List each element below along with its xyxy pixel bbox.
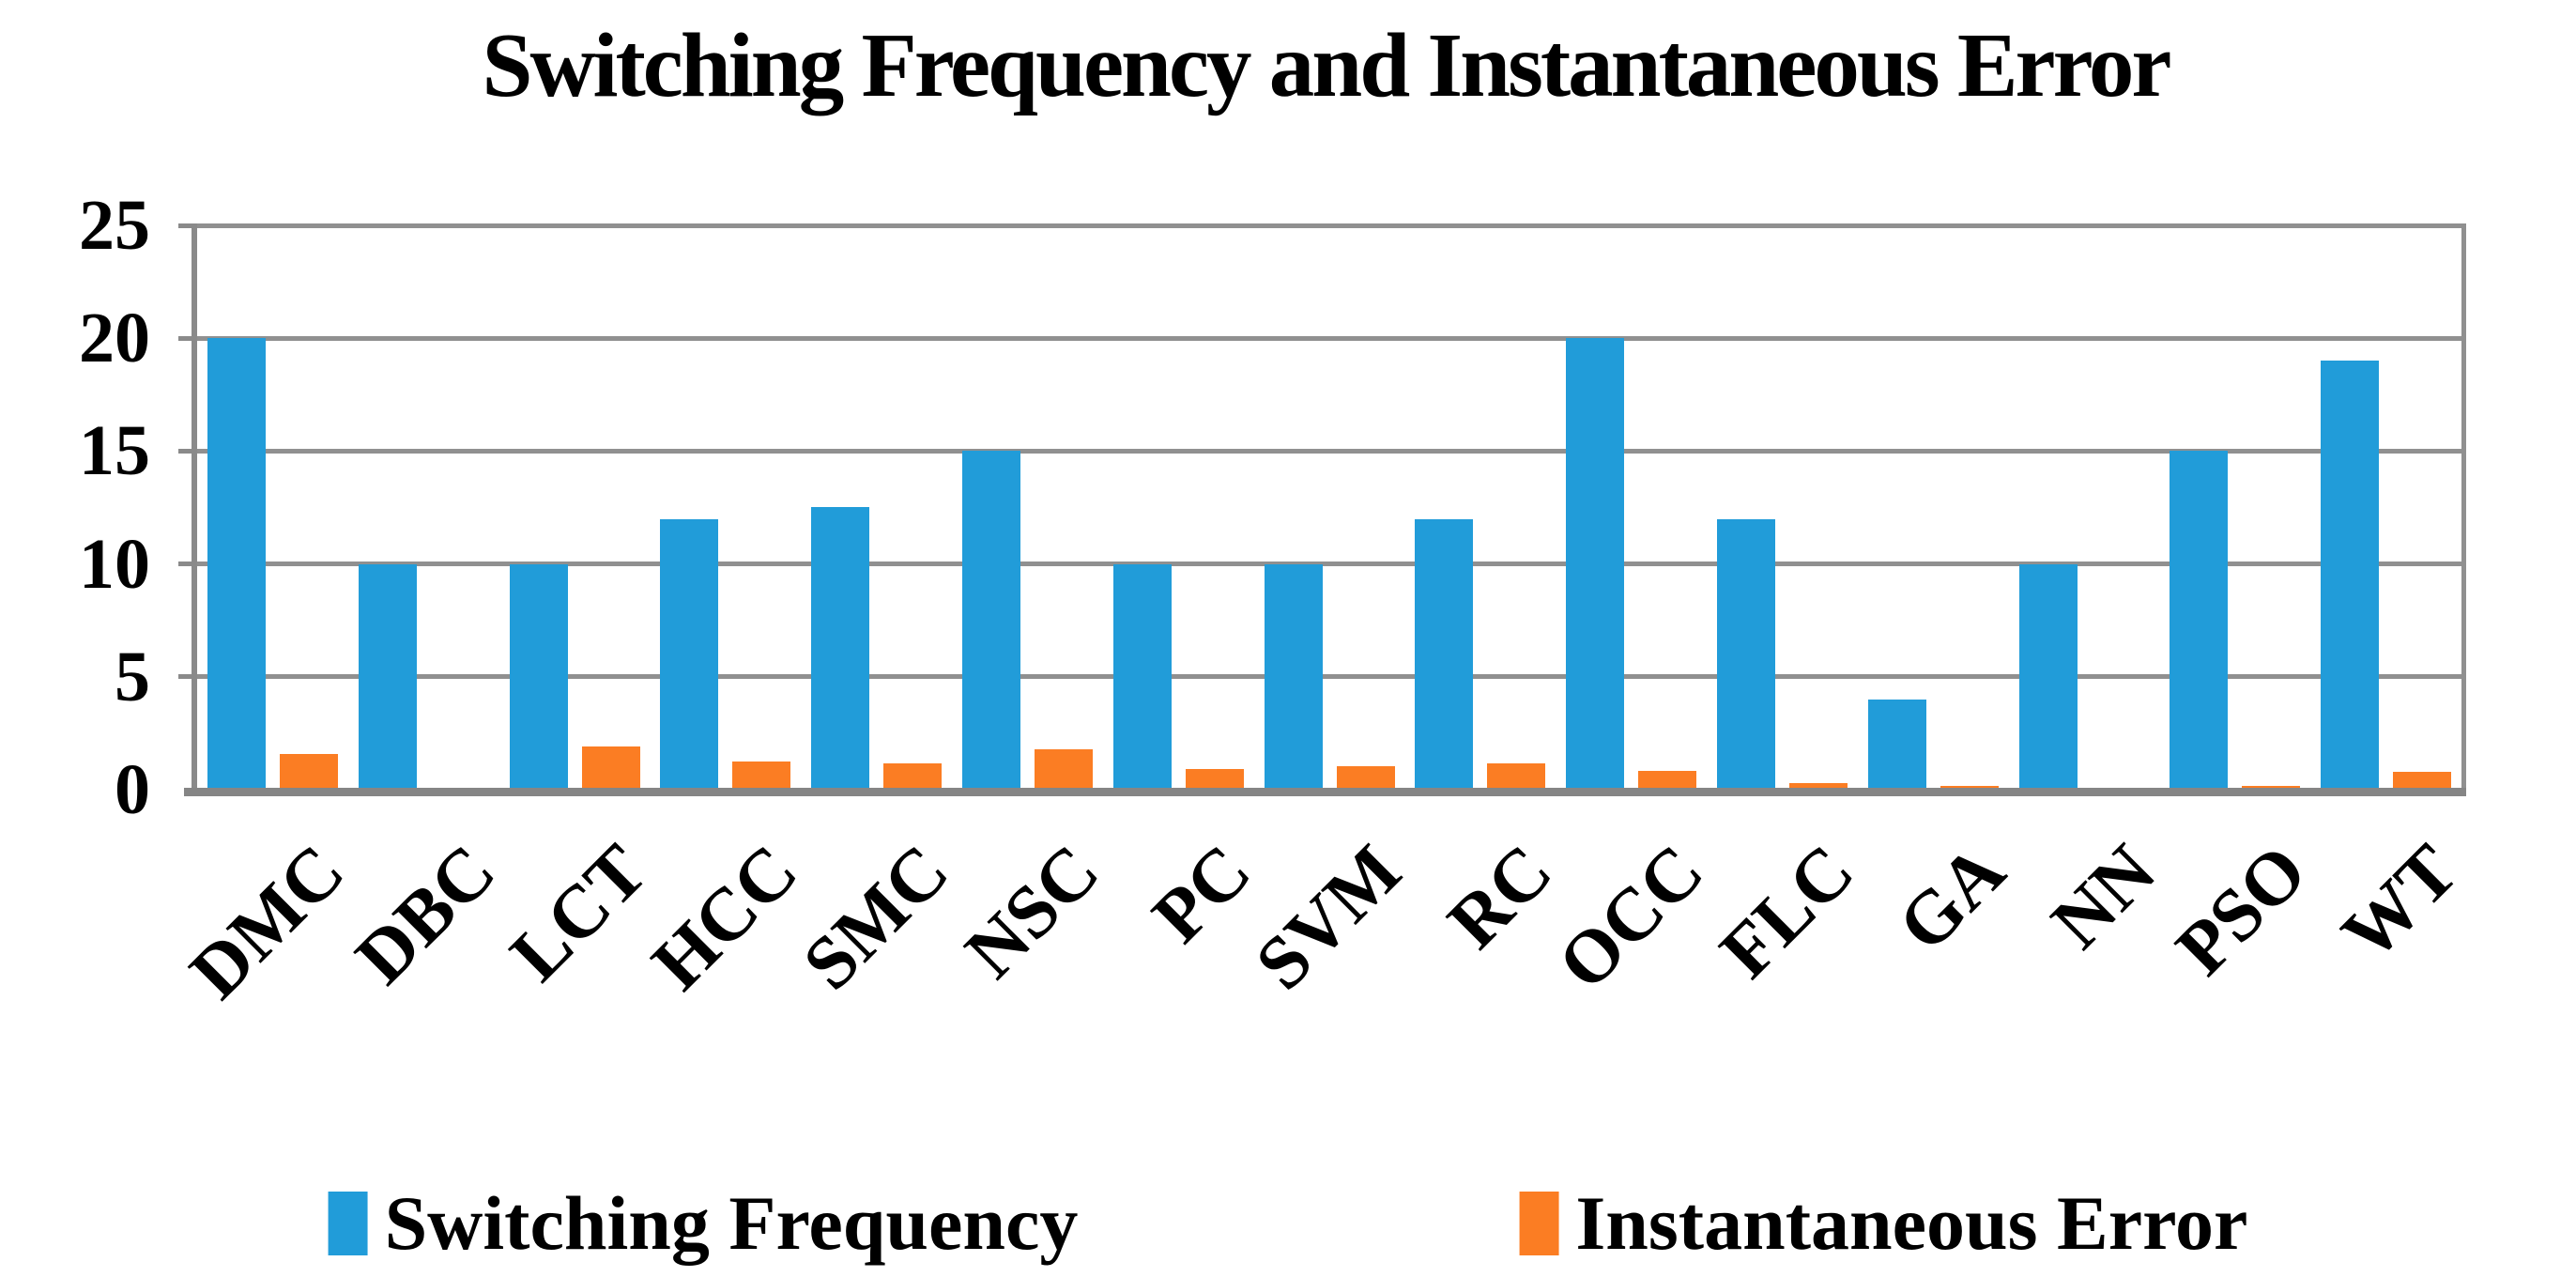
legend-swatch-icon [328, 1192, 368, 1255]
chart-title: Switching Frequency and Instantaneous Er… [482, 15, 2172, 115]
bar-instantaneous-error-dmc [279, 754, 338, 790]
y-tick-label-10: 10 [79, 524, 150, 604]
y-axis-tick [178, 448, 192, 454]
legend-item-switching-frequency: Switching Frequency [328, 1179, 1079, 1268]
x-category-label-wt: WT [2326, 829, 2475, 977]
bar-switching-frequency-smc [811, 507, 870, 790]
x-category-label-dbc: DBC [340, 829, 512, 1000]
bar-switching-frequency-flc [1716, 519, 1775, 790]
y-tick-label-25: 25 [79, 186, 150, 265]
x-category-label-flc: FLC [1705, 829, 1870, 994]
gridline-y-10 [197, 562, 2461, 567]
bar-instantaneous-error-rc [1487, 763, 1546, 790]
y-axis-tick [178, 674, 192, 680]
bar-instantaneous-error-svm [1336, 766, 1395, 790]
bar-instantaneous-error-occ [1638, 771, 1697, 790]
bar-switching-frequency-nsc [961, 451, 1020, 790]
y-axis-line [192, 223, 197, 790]
bar-switching-frequency-pso [2170, 451, 2229, 790]
bar-instantaneous-error-lct [581, 746, 640, 790]
legend-item-instantaneous-error: Instantaneous Error [1519, 1179, 2247, 1268]
y-tick-label-20: 20 [79, 299, 150, 378]
plot-area [178, 223, 2466, 796]
gridline-y-5 [197, 674, 2461, 680]
legend-label: Switching Frequency [384, 1180, 1079, 1266]
bar-switching-frequency-hcc [660, 519, 719, 790]
x-category-label-pso: PSO [2160, 829, 2323, 992]
bar-switching-frequency-lct [509, 564, 568, 790]
y-axis-tick [178, 562, 192, 567]
x-category-label-hcc: HCC [636, 829, 814, 1007]
gridline-y-20 [197, 335, 2461, 341]
bar-switching-frequency-svm [1264, 564, 1323, 790]
bar-switching-frequency-dbc [358, 564, 417, 790]
bar-switching-frequency-dmc [207, 338, 266, 790]
legend-label: Instantaneous Error [1575, 1180, 2248, 1266]
x-category-label-ga: GA [1882, 829, 2021, 968]
x-category-label-pc: PC [1136, 829, 1266, 959]
bar-instantaneous-error-nsc [1034, 749, 1093, 790]
gridline-y-15 [197, 448, 2461, 454]
x-category-label-lct: LCT [494, 829, 663, 997]
y-axis-tick [178, 223, 192, 228]
plot-right-border [2461, 223, 2466, 790]
gridline-y-25 [197, 223, 2461, 228]
bar-switching-frequency-rc [1415, 519, 1474, 790]
bar-switching-frequency-wt [2321, 361, 2380, 790]
x-category-label-occ: OCC [1542, 829, 1720, 1007]
y-tick-label-15: 15 [79, 411, 150, 491]
x-category-label-svm: SVM [1240, 829, 1418, 1007]
legend-swatch-icon [1519, 1192, 1559, 1255]
y-tick-label-5: 5 [115, 637, 150, 716]
y-tick-label-0: 0 [115, 750, 150, 829]
bar-switching-frequency-pc [1112, 564, 1172, 790]
x-category-label-smc: SMC [788, 829, 965, 1007]
bar-switching-frequency-occ [1566, 338, 1625, 790]
bar-switching-frequency-ga [1867, 700, 1926, 790]
bar-instantaneous-error-pc [1185, 769, 1244, 790]
chart-legend: Switching Frequency Instantaneous Error [328, 1179, 2247, 1268]
x-category-label-nn: NN [2036, 829, 2172, 965]
x-axis-line [184, 788, 2466, 796]
bar-switching-frequency-nn [2018, 564, 2078, 790]
x-category-label-dmc: DMC [175, 829, 360, 1015]
bar-instantaneous-error-flc [1788, 783, 1848, 790]
y-axis-tick [178, 335, 192, 341]
bar-instantaneous-error-smc [883, 763, 943, 790]
bar-instantaneous-error-wt [2393, 772, 2452, 790]
x-category-label-nsc: NSC [950, 829, 1115, 994]
bar-instantaneous-error-hcc [732, 762, 791, 790]
